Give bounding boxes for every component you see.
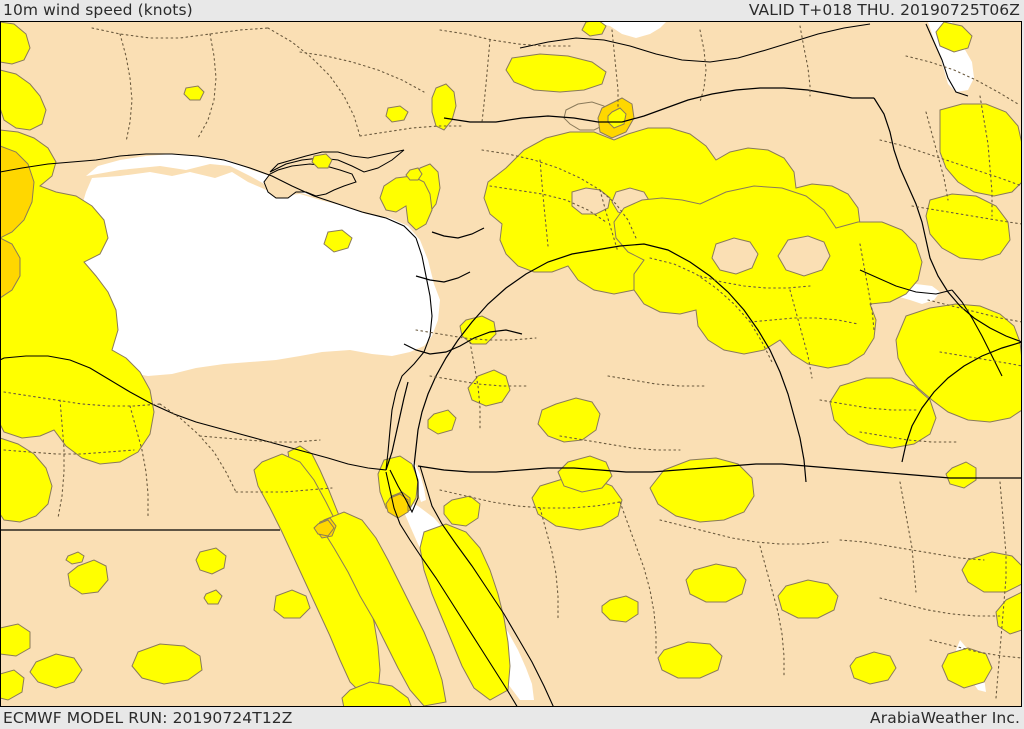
wind-gold-turkey-arc-hole bbox=[607, 107, 627, 129]
wind-poly-east-col-1 bbox=[939, 103, 1022, 197]
wind-poly-sahara-3 bbox=[195, 547, 227, 575]
wind-poly-arabia-4 bbox=[777, 579, 839, 619]
wind-gold-aqaba bbox=[385, 493, 409, 519]
sea-mediterranean-north bbox=[86, 154, 312, 196]
wind-poly-redsea-sm3 bbox=[29, 653, 83, 689]
wind-hole-iraq-2 bbox=[777, 235, 831, 277]
valid-time-label: VALID T+018 THU. 20190725T06Z bbox=[748, 1, 1020, 19]
wind-poly-turkey-north-1 bbox=[505, 53, 607, 93]
wind-poly-west-main bbox=[0, 129, 155, 465]
wind-poly-sm-top-2 bbox=[935, 21, 973, 53]
wind-poly-sm-top-1 bbox=[581, 21, 607, 37]
wind-poly-jordan-1 bbox=[459, 315, 497, 345]
wind-poly-arabia-8 bbox=[941, 647, 993, 689]
wind-poly-arabia-11 bbox=[961, 551, 1022, 593]
wind-poly-med-small-3 bbox=[323, 229, 353, 253]
wind-poly-iraq-main bbox=[613, 185, 923, 369]
attribution-label: ArabiaWeather Inc. bbox=[870, 709, 1020, 727]
wind-band-gold-group bbox=[0, 97, 635, 539]
wind-gold-west-med bbox=[0, 145, 35, 239]
wind-poly-med-small-4 bbox=[183, 85, 205, 101]
sea-black-fragment bbox=[592, 22, 666, 38]
wind-poly-arabia-9 bbox=[945, 461, 977, 489]
sea-mediterranean bbox=[68, 172, 440, 376]
wind-poly-redsea-east bbox=[419, 523, 511, 701]
wind-poly-arabia-7 bbox=[849, 651, 897, 685]
wind-gold-nile-dot bbox=[313, 519, 335, 537]
wind-poly-jordan-3 bbox=[443, 495, 481, 527]
wind-poly-east-col-2 bbox=[925, 193, 1011, 261]
wind-poly-sahara-1 bbox=[67, 559, 109, 595]
national-borders-solid bbox=[0, 87, 1022, 531]
page-title: 10m wind speed (knots) bbox=[3, 1, 193, 19]
wind-poly-ns-3 bbox=[557, 455, 613, 493]
wind-poly-arabia-3 bbox=[685, 563, 747, 603]
wind-poly-redsea-sm2 bbox=[131, 643, 203, 685]
wind-poly-jordan-2 bbox=[537, 397, 601, 443]
island-cyprus-body bbox=[263, 163, 357, 199]
admin-borders-dotted bbox=[3, 25, 1022, 699]
wind-poly-ns-2 bbox=[427, 409, 457, 435]
wind-hole-iraq-1 bbox=[711, 237, 759, 275]
wind-poly-levant-offshore bbox=[379, 175, 433, 231]
wind-poly-redsea-sm1 bbox=[273, 589, 311, 619]
wind-poly-arabia-6 bbox=[657, 641, 723, 679]
wind-poly-med-small-1 bbox=[385, 105, 409, 123]
coastlines bbox=[0, 23, 1003, 707]
wind-poly-redsea-sm4 bbox=[0, 623, 31, 657]
model-run-label: ECMWF MODEL RUN: 20190724T12Z bbox=[3, 709, 293, 727]
header-bar: 10m wind speed (knots) VALID T+018 THU. … bbox=[0, 0, 1024, 21]
wind-poly-sahara-2 bbox=[65, 551, 85, 565]
wind-poly-arabia-5 bbox=[601, 595, 639, 623]
wind-band-yellow-group bbox=[0, 21, 1022, 707]
wind-hole-turkey-inner2 bbox=[571, 187, 611, 215]
wind-poly-west-med bbox=[0, 21, 31, 65]
wind-poly-west-gold-border bbox=[0, 437, 53, 523]
wind-poly-redsea-west bbox=[323, 511, 447, 707]
wind-poly-redsea-sm5 bbox=[0, 669, 25, 701]
wind-gold-west-med-2 bbox=[0, 237, 21, 299]
wind-poly-med-small-2 bbox=[405, 167, 423, 181]
wind-poly-redsea-mid bbox=[341, 681, 413, 707]
wind-poly-med-small-5 bbox=[311, 153, 333, 169]
wind-poly-sahara-4 bbox=[203, 589, 223, 605]
wind-poly-arabia-1 bbox=[649, 457, 755, 523]
wind-poly-iran-se-2 bbox=[829, 377, 937, 449]
footer-bar: ECMWF MODEL RUN: 20190724T12Z ArabiaWeat… bbox=[0, 708, 1024, 729]
wind-poly-west-aegean bbox=[0, 69, 47, 131]
wind-poly-iran-se bbox=[895, 303, 1022, 423]
